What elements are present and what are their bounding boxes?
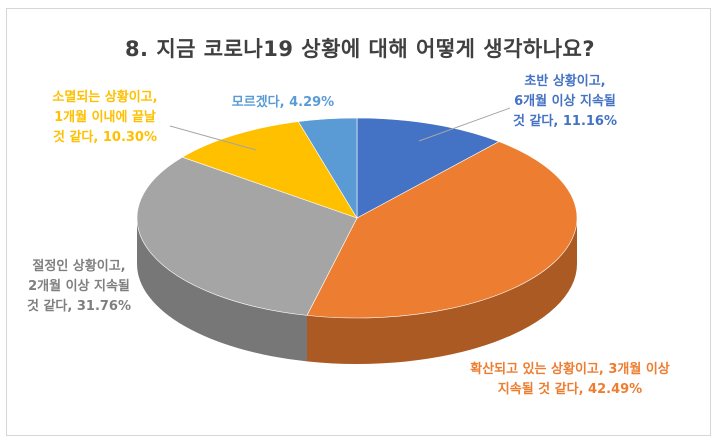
slice-label-ending: 소멸되는 상황이고, 1개월 이내에 끝날 것 같다, 10.30% (52, 90, 158, 145)
pie-slice-ending (181, 121, 358, 219)
leader-line-early (418, 107, 511, 142)
slice-label-unknown: 모르겠다, 4.29% (231, 95, 335, 110)
slice-label-early: 초반 상황이고, 6개월 이상 지속될 것 같다, 11.16% (512, 74, 618, 129)
pie-side-spreading (306, 218, 577, 364)
pie-side-peak (137, 218, 307, 362)
pie-slice-early (356, 117, 500, 219)
slice-label-spreading: 확산되고 있는 상황이고, 3개월 이상 지속될 것 같다, 42.49% (470, 362, 670, 397)
chart-title: 8. 지금 코로나19 상황에 대해 어떻게 생각하나요? (124, 37, 596, 61)
pie-slice-peak (136, 156, 358, 316)
slice-label-peak: 절정인 상황이고, 2개월 이상 지속될 것 같다, 31.76% (26, 259, 132, 314)
pie-slice-unknown (297, 117, 358, 220)
pie-slice-spreading (306, 141, 578, 319)
leader-line-ending (169, 125, 257, 151)
